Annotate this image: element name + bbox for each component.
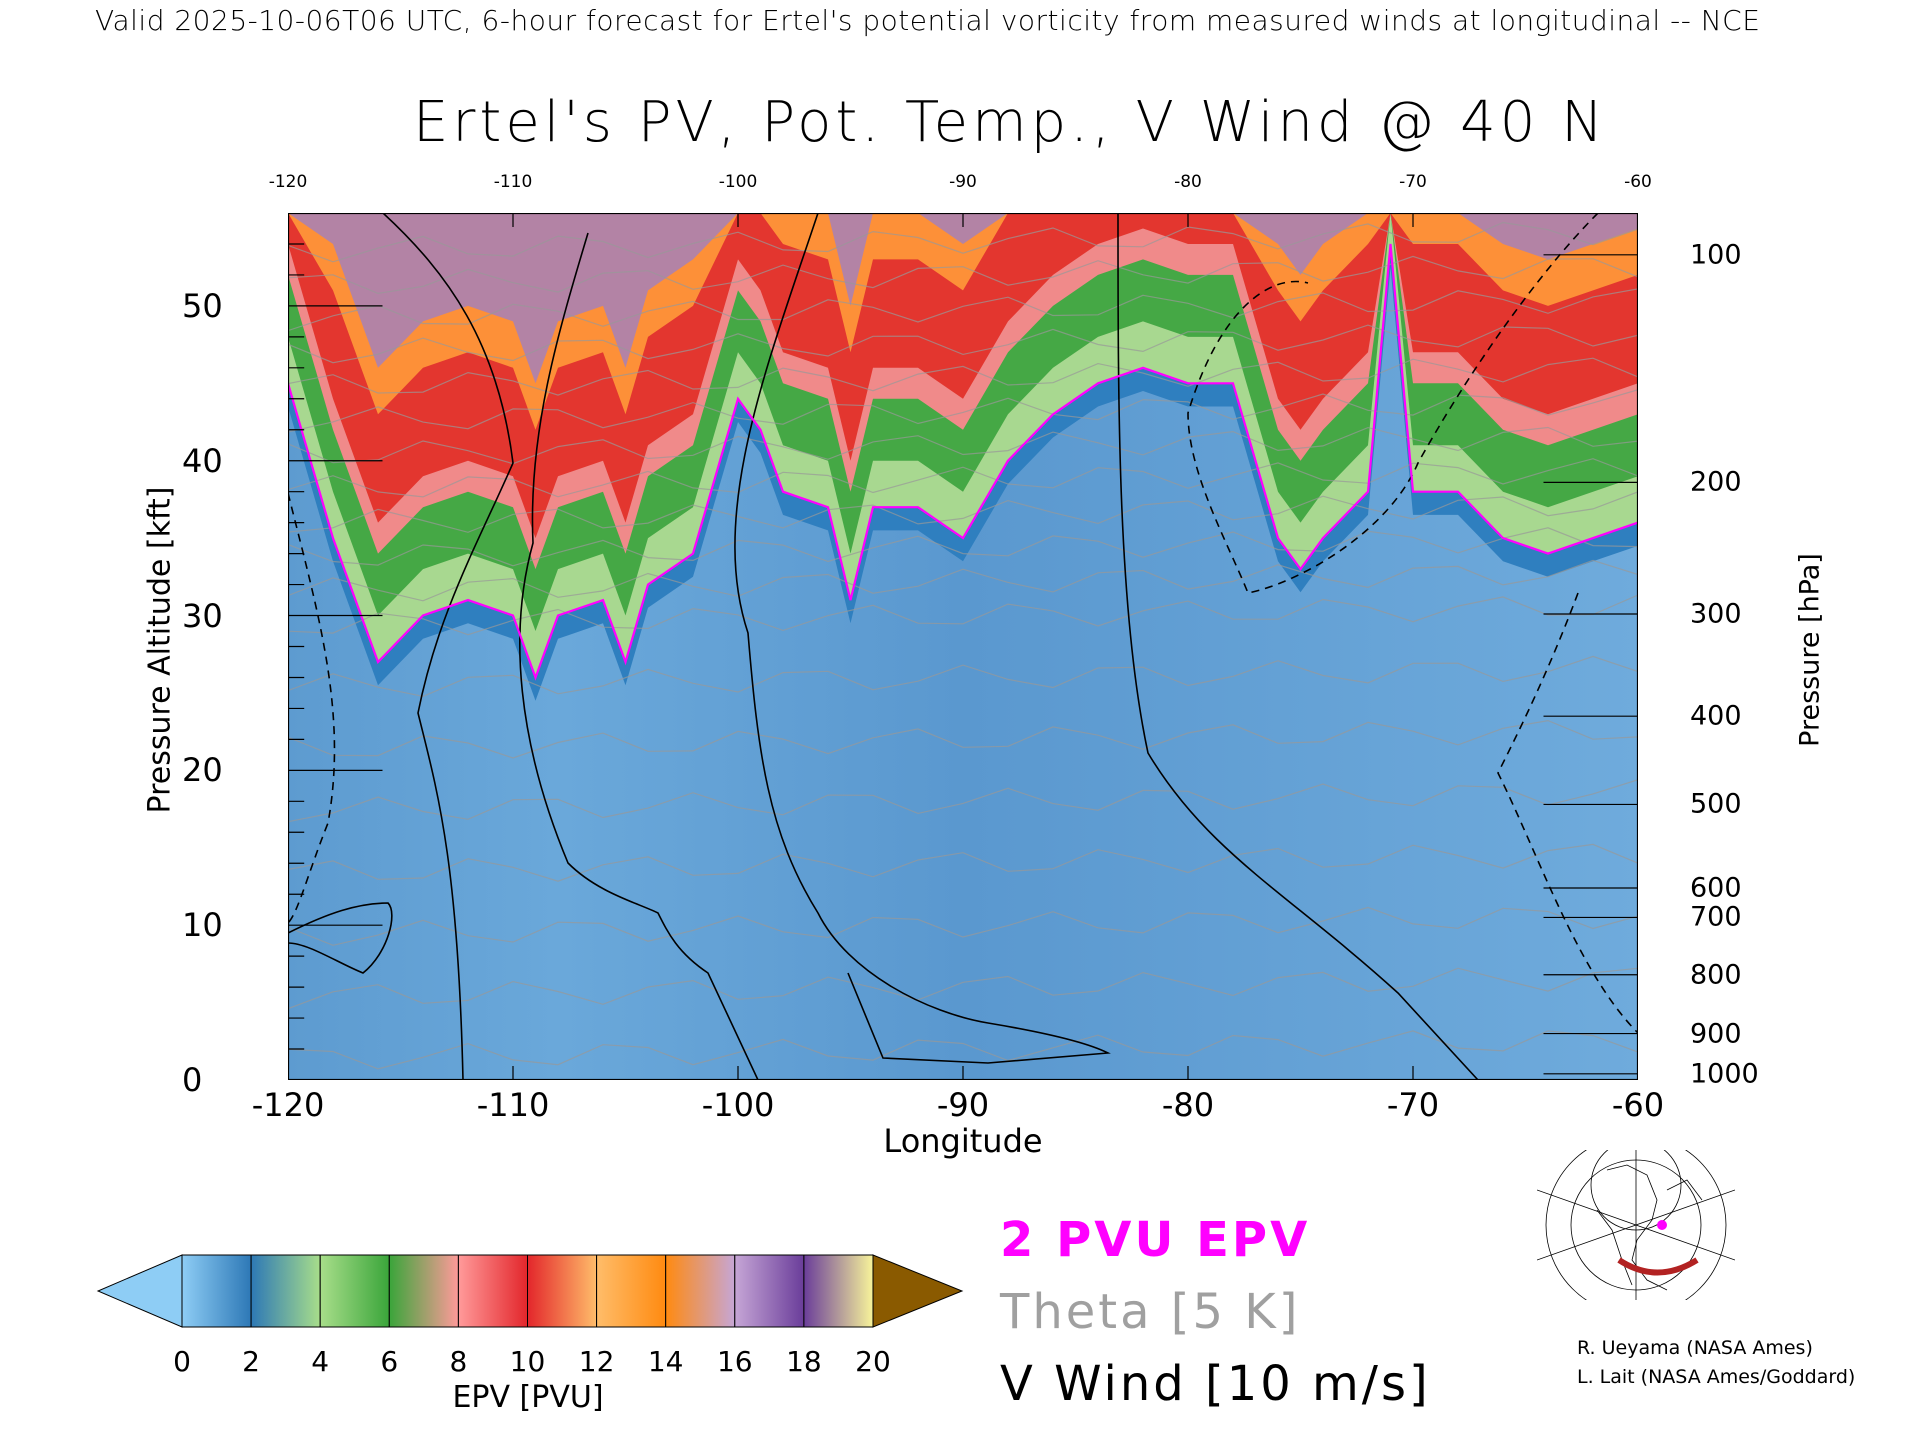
top-tick-label: -120 (268, 172, 308, 192)
v-wind-contour (382, 213, 514, 1080)
v-wind-contour (288, 902, 393, 974)
theta-contour (288, 255, 1638, 295)
x-tick-label: -120 (251, 1086, 325, 1124)
colorbar-tick-label: 10 (509, 1345, 546, 1378)
pressure-tick-label: 600 (1690, 872, 1742, 904)
location-marker (1657, 1220, 1667, 1230)
colorbar-tick-label: 4 (311, 1345, 330, 1378)
colorbar-tick-label: 16 (716, 1345, 753, 1378)
colorbar-segment (596, 1254, 667, 1328)
pressure-tick-label: 1000 (1690, 1058, 1759, 1090)
theta-contour (288, 719, 1638, 759)
top-tick-label: -70 (1399, 172, 1427, 192)
x-tick-label: -80 (1161, 1086, 1215, 1124)
colorbar-segment (181, 1254, 252, 1328)
theta-contour (288, 779, 1638, 823)
theta-contour (288, 906, 1638, 946)
x-tick-label: -90 (936, 1086, 990, 1124)
colorbar-tick-label: 8 (449, 1345, 468, 1378)
colorbar-label: EPV [PVU] (452, 1380, 604, 1415)
colorbar-tick-label: 0 (173, 1345, 191, 1378)
legend-theta: Theta [5 K] (1000, 1284, 1301, 1340)
y-tick-label: 30 (182, 596, 223, 635)
theta-contour (288, 967, 1638, 1010)
top-tick-label: -100 (718, 172, 758, 192)
v-wind-contour (1117, 213, 1479, 1080)
theta-contour (288, 324, 1638, 364)
pressure-tick-label: 900 (1690, 1018, 1742, 1050)
pressure-tick-label: 400 (1690, 700, 1742, 732)
pressure-tick-label: 700 (1690, 901, 1742, 933)
colorbar-tick-label: 2 (242, 1345, 261, 1378)
colorbar (96, 1254, 964, 1328)
colorbar-tick-label: 12 (578, 1345, 615, 1378)
y-tick-label: 20 (182, 751, 223, 790)
pressure-tick-label: 500 (1690, 788, 1742, 820)
credit-line: R. Ueyama (NASA Ames) (1577, 1337, 1813, 1359)
v-wind-contour (288, 492, 336, 924)
top-tick-label: -90 (949, 172, 977, 192)
chart-title: Ertel's PV, Pot. Temp., V Wind @ 40 N (412, 90, 1608, 155)
theta-contour (288, 357, 1638, 396)
y-tick-label: 0 (182, 1061, 203, 1099)
legend-2pvu: 2 PVU EPV (1000, 1212, 1311, 1268)
pressure-tick-label: 200 (1690, 466, 1742, 498)
y-tick-label: 40 (182, 441, 223, 480)
top-tick-label: -80 (1174, 172, 1202, 192)
theta-contour (288, 288, 1638, 332)
cross-section-plot (288, 213, 1638, 1080)
pressure-tick-label: 300 (1690, 598, 1742, 630)
theta-contour (288, 1030, 1638, 1070)
v-wind-contour (519, 232, 759, 1080)
x-tick-label: -110 (476, 1086, 550, 1124)
v-wind-contour (1497, 592, 1638, 1034)
theta-contour (288, 655, 1638, 698)
x-axis-label: Longitude (883, 1122, 1043, 1160)
colorbar-segment (665, 1254, 736, 1328)
theta-contour (288, 527, 1638, 567)
y-tick-label: 50 (182, 286, 223, 325)
theta-contour (288, 491, 1638, 533)
colorbar-max-arrow (872, 1254, 964, 1328)
cross-section-track (1617, 1257, 1699, 1276)
colorbar-segment (388, 1254, 459, 1328)
x-tick-label: -70 (1386, 1086, 1440, 1124)
legend-vwind: V Wind [10 m/s] (1000, 1356, 1431, 1412)
pv-band-16 (288, 213, 1638, 384)
pressure-tick-label: 800 (1690, 959, 1742, 991)
theta-contour (288, 458, 1638, 498)
theta-contour (288, 221, 1638, 263)
theta-contour (288, 559, 1638, 602)
colorbar-tick-label: 18 (786, 1345, 822, 1378)
colorbar-min-arrow (96, 1254, 183, 1328)
y-axis-label: Pressure Altitude [kft] (142, 486, 178, 814)
colorbar-segment (734, 1254, 805, 1328)
top-tick-label: -110 (493, 172, 533, 192)
colorbar-segment (457, 1254, 528, 1328)
y-tick-label: 10 (182, 906, 223, 945)
x-tick-label: -100 (701, 1086, 775, 1124)
credit-line: L. Lait (NASA Ames/Goddard) (1577, 1366, 1856, 1388)
valid-time-header: Valid 2025-10-06T06 UTC, 6-hour forecast… (95, 4, 1761, 37)
top-tick-label: -60 (1624, 172, 1652, 192)
theta-contour (288, 594, 1638, 636)
locator-map (1537, 1150, 1735, 1300)
2pvu-contour (288, 243, 1638, 681)
pressure-tick-label: 100 (1690, 239, 1742, 271)
pressure-axis-label: Pressure [hPa] (1794, 553, 1826, 747)
v-wind-contour (734, 213, 1111, 1064)
colorbar-tick-label: 14 (647, 1345, 684, 1378)
colorbar-tick-label: 20 (855, 1345, 891, 1378)
x-tick-label: -60 (1611, 1086, 1665, 1124)
colorbar-segment (803, 1254, 874, 1328)
colorbar-segment (319, 1254, 390, 1328)
theta-contour (288, 389, 1638, 433)
colorbar-segment (250, 1254, 321, 1328)
theta-contour (288, 843, 1638, 882)
colorbar-segment (527, 1254, 598, 1328)
colorbar-tick-label: 6 (380, 1345, 399, 1378)
